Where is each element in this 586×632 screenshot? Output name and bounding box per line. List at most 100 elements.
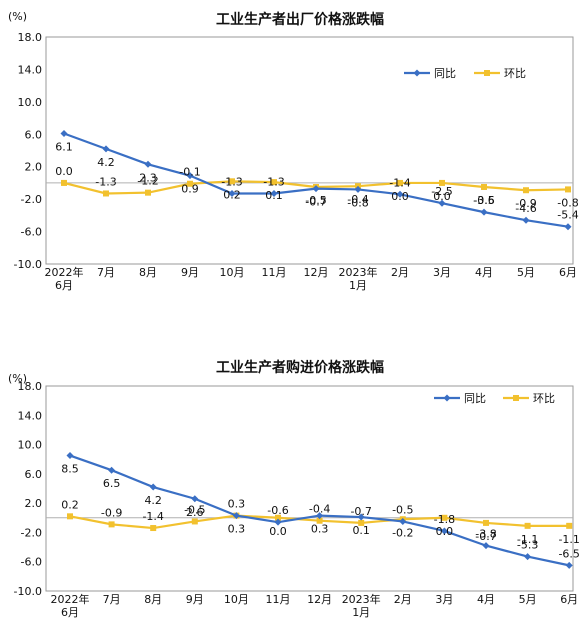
data-label-mom: -1.1 xyxy=(558,533,579,546)
data-label-yoy: 4.2 xyxy=(97,156,115,169)
data-point-mom xyxy=(191,518,198,525)
y-tick-label: 6.0 xyxy=(25,468,43,481)
ppi-input-chart: 工业生产者购进价格涨跌幅 (%) 18.0 14.0 10.0 6.0 2.0 -2.0 -6.… xyxy=(0,358,586,632)
data-label-yoy: -1.4 xyxy=(389,176,410,189)
data-label-mom: -0.7 xyxy=(475,530,496,543)
data-label-yoy: -0.8 xyxy=(347,196,368,209)
data-point-mom xyxy=(441,514,448,521)
x-tick-label: 9月 xyxy=(186,593,204,606)
data-label-yoy: 6.5 xyxy=(103,477,121,490)
data-label-yoy: -1.8 xyxy=(434,513,455,526)
data-point-yoy xyxy=(440,527,448,535)
data-point-yoy xyxy=(274,518,282,526)
data-point-mom xyxy=(397,179,403,186)
ppi-input-chart-svg: 工业生产者购进价格涨跌幅 (%)18.0 14.0 10.0 6.0 2.0 -2.0 -6.… xyxy=(8,359,580,619)
data-point-yoy xyxy=(482,542,490,550)
data-point-yoy xyxy=(108,466,116,474)
data-label-mom: -0.4 xyxy=(347,193,368,206)
x-tick-label: 8月 xyxy=(144,593,162,606)
data-point-mom xyxy=(316,517,323,524)
data-point-yoy xyxy=(191,495,199,503)
y-tick-label: -2.0 xyxy=(21,193,42,206)
data-label-yoy: -4.6 xyxy=(515,202,536,215)
data-label-yoy: 0.3 xyxy=(311,523,329,536)
data-label-mom: -1.4 xyxy=(142,510,163,523)
x-tick-label: 2023年 1月 xyxy=(339,265,378,292)
data-label-mom: -0.9 xyxy=(515,197,536,210)
data-label-mom: -0.5 xyxy=(473,194,494,207)
data-label-yoy: 6.1 xyxy=(55,140,73,153)
y-tick-label: 18.0 xyxy=(18,380,43,393)
data-label-yoy: 4.2 xyxy=(144,494,162,507)
plot-frame xyxy=(45,385,574,592)
legend-label-mom: 环比 xyxy=(533,392,555,405)
data-point-yoy xyxy=(396,190,404,198)
y-tick-label: 6.0 xyxy=(25,128,43,141)
x-tick-label: 7月 xyxy=(103,593,121,606)
legend-marker-mom xyxy=(513,395,519,401)
y-tick-label: 10.0 xyxy=(18,96,43,109)
data-point-mom xyxy=(271,179,277,186)
x-tick-label: 5月 xyxy=(517,266,535,279)
y-tick-label: -2.0 xyxy=(21,526,42,539)
x-tick-label: 2月 xyxy=(391,266,409,279)
x-tick-label: 10月 xyxy=(220,266,245,279)
y-tick-label: -6.0 xyxy=(21,226,42,239)
data-point-yoy xyxy=(399,517,407,525)
y-tick-label: -6.0 xyxy=(21,556,42,569)
data-point-yoy xyxy=(232,512,240,520)
data-label-mom: 0.0 xyxy=(269,525,287,538)
data-point-mom xyxy=(103,190,109,197)
y-tick-label: 18.0 xyxy=(18,31,43,44)
data-label-yoy: 0.3 xyxy=(228,498,246,511)
data-label-mom: -0.5 xyxy=(305,194,326,207)
x-tick-label: 2023年 1月 xyxy=(342,592,381,619)
data-label-mom: -1.3 xyxy=(95,175,116,188)
data-point-yoy xyxy=(564,223,572,231)
data-label-yoy: -0.5 xyxy=(392,503,413,516)
data-point-yoy xyxy=(480,208,488,216)
x-tick-label: 4月 xyxy=(475,266,493,279)
data-point-mom xyxy=(150,525,157,532)
y-tick-label: 14.0 xyxy=(18,409,43,422)
data-label-mom: -0.1 xyxy=(179,166,200,179)
legend-marker-yoy xyxy=(443,394,451,402)
data-point-mom xyxy=(187,180,193,187)
y-tick-label: -10.0 xyxy=(14,258,42,271)
plot-frame xyxy=(45,36,574,265)
y-tick-label: 2.0 xyxy=(25,161,43,174)
data-label-mom: 0.2 xyxy=(223,188,241,201)
data-label-yoy: 2.6 xyxy=(186,506,204,519)
ppi-output-chart: 工业生产者出厂价格涨跌幅 (%) 18.0 14.0 10.0 6.0 2.0 -2.0 -6.… xyxy=(8,10,579,292)
x-tick-label: 6月 xyxy=(559,266,577,279)
x-tick-label: 11月 xyxy=(262,266,287,279)
data-point-yoy xyxy=(66,452,74,460)
data-label-yoy: -0.7 xyxy=(305,196,326,209)
y-tick-label: -10.0 xyxy=(14,585,42,598)
data-point-mom xyxy=(483,519,489,526)
data-label-mom: 0.0 xyxy=(55,165,73,178)
data-point-yoy xyxy=(60,129,68,137)
data-point-yoy xyxy=(316,512,324,520)
data-label-yoy: 8.5 xyxy=(61,463,79,476)
x-tick-label: 4月 xyxy=(477,593,495,606)
x-tick-label: 8月 xyxy=(139,266,157,279)
data-label-mom: -1.2 xyxy=(137,175,158,188)
ppi-output-chart-svg: 工业生产者出厂价格涨跌幅 (%) 18.0 14.0 10.0 6.0 2.0 -2.0 -6.… xyxy=(8,10,579,292)
data-point-mom xyxy=(566,522,573,529)
data-point-mom xyxy=(524,522,531,529)
data-label-yoy: 0.1 xyxy=(352,524,370,537)
data-point-mom xyxy=(481,183,487,190)
x-tick-label: 12月 xyxy=(304,266,329,279)
y-unit-label: (%) xyxy=(8,10,27,23)
data-label-mom: 0.0 xyxy=(436,525,454,538)
data-label-yoy: -1.3 xyxy=(221,175,242,188)
data-label-yoy: -3.6 xyxy=(473,194,494,207)
legend-label-yoy: 同比 xyxy=(464,392,486,405)
x-tick-label: 7月 xyxy=(97,266,115,279)
data-label-yoy: 2.3 xyxy=(139,171,157,184)
data-label-mom: 0.0 xyxy=(391,190,409,203)
data-label-yoy: -6.5 xyxy=(558,547,579,560)
data-point-yoy xyxy=(522,216,530,224)
data-point-mom xyxy=(108,521,115,528)
